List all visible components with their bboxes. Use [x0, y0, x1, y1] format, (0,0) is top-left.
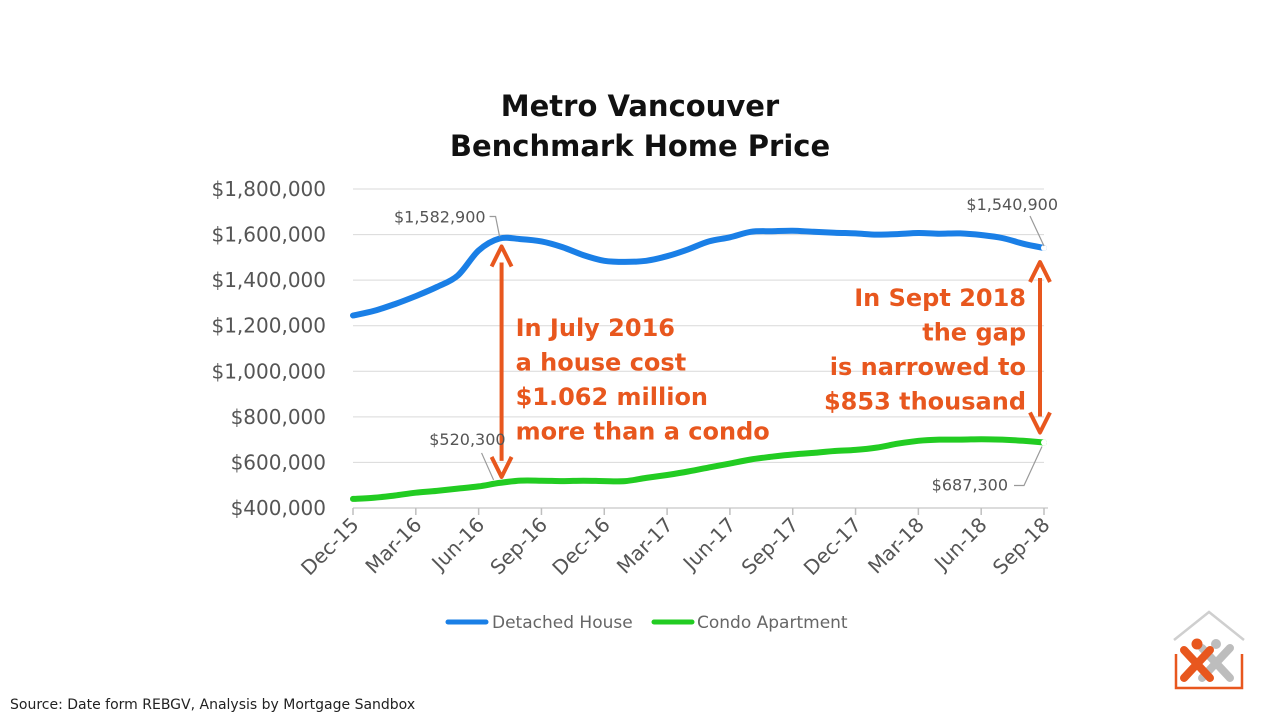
gap-arrow-jul-2016	[489, 244, 514, 479]
series-lines	[350, 227, 1047, 502]
detached-house-line	[350, 227, 1047, 319]
y-tick-label: $1,000,000	[211, 359, 326, 383]
annotation-sept-2018-line: $853 thousand	[824, 388, 1026, 416]
x-tick-label: Mar-18	[863, 513, 929, 579]
chart-title-line-1: Metro Vancouver	[501, 89, 780, 123]
data-label-detached-end: $1,540,900	[966, 195, 1058, 214]
arrow-head-up	[1028, 260, 1052, 283]
y-tick-label: $1,800,000	[211, 177, 326, 201]
annotation-sept-2018-line: the gap	[922, 319, 1026, 347]
data-label-detached-peak: $1,582,900	[394, 207, 486, 226]
legend: Detached House Condo Apartment	[445, 613, 848, 633]
annotation-july-2016-line: $1.062 million	[516, 383, 708, 411]
chart-title: Metro Vancouver Benchmark Home Price	[450, 89, 830, 163]
x-tick-label: Mar-17	[612, 513, 678, 579]
logo-frame-icon	[1174, 654, 1244, 690]
y-axis-tick-labels: $1,800,000 $1,600,000 $1,400,000 $1,200,000…	[211, 177, 326, 520]
annotations: In July 2016 a house cost $1.062 million mo…	[516, 284, 1026, 446]
leader-line	[1014, 446, 1043, 487]
x-tick-label: Sep-16	[485, 513, 552, 580]
gridlines	[353, 188, 1044, 463]
source-note: Source: Date form REBGV, Analysis by Mor…	[10, 697, 416, 713]
leader-line	[1029, 215, 1045, 247]
y-tick-label: $800,000	[231, 405, 326, 429]
annotation-july-2016-line: In July 2016	[516, 314, 675, 342]
x-tick-label: Sep-18	[988, 513, 1055, 580]
x-tick-label: Jun-17	[677, 513, 741, 577]
legend-label: Condo Apartment	[697, 613, 848, 633]
logo-cross-orange-icon	[1180, 646, 1214, 682]
x-tick-label: Mar-16	[361, 513, 427, 579]
x-tick-label: Jun-16	[426, 513, 490, 577]
mortgage-sandbox-logo	[1173, 610, 1245, 690]
x-tick-label: Sep-17	[737, 513, 804, 580]
x-tick-label: Dec-15	[296, 513, 363, 580]
leader-line	[481, 452, 495, 481]
y-tick-label: $1,200,000	[211, 314, 326, 338]
legend-label: Detached House	[492, 613, 633, 633]
x-tick-label: Jun-18	[928, 513, 992, 577]
x-tick-label: Dec-17	[799, 513, 866, 580]
x-tick-label: Dec-16	[547, 513, 614, 580]
arrow-head-down	[489, 456, 514, 479]
y-tick-label: $400,000	[231, 496, 326, 520]
y-tick-label: $1,600,000	[211, 223, 326, 247]
y-tick-label: $600,000	[231, 450, 326, 474]
annotation-sept-2018-line: is narrowed to	[830, 353, 1026, 381]
logo-head-grey-icon	[1211, 639, 1221, 649]
chart-title-line-2: Benchmark Home Price	[450, 129, 830, 163]
condo-end-point	[1041, 439, 1047, 446]
gap-arrows	[489, 244, 1052, 479]
detached-end-point	[1041, 245, 1047, 252]
arrow-head-up	[489, 244, 514, 268]
logo-head-orange-icon	[1191, 638, 1203, 650]
arrow-head-down	[1028, 411, 1052, 435]
leader-line	[489, 215, 501, 237]
annotation-july-2016-line: more than a condo	[516, 418, 770, 446]
gap-arrow-sep-2018	[1028, 260, 1052, 435]
data-label-condo-jul16: $520,300	[429, 430, 505, 449]
y-tick-label: $1,400,000	[211, 268, 326, 292]
condo-apartment-line	[350, 436, 1047, 502]
annotation-july-2016-line: a house cost	[516, 349, 687, 377]
logo-roof-icon	[1173, 610, 1245, 641]
annotation-sept-2018-line: In Sept 2018	[854, 284, 1026, 312]
data-labels: $1,582,900 $1,540,900 $520,300 $687,300	[394, 195, 1058, 494]
data-label-condo-end: $687,300	[932, 476, 1008, 495]
